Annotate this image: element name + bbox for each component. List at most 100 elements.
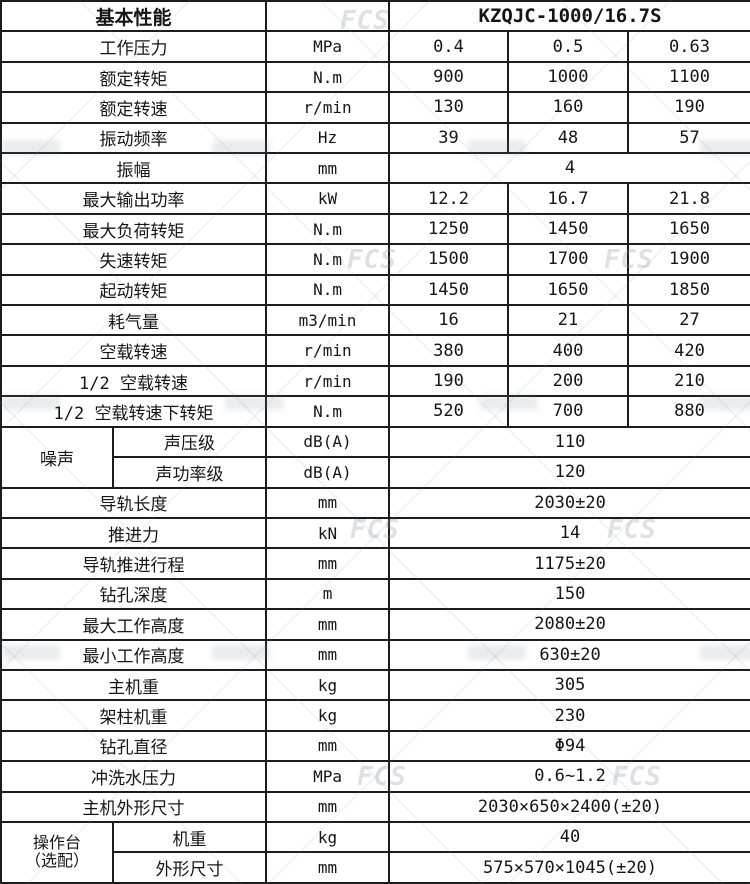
row-guide-rail-feed-stroke: 导轨推进行程 mm 1175±20 xyxy=(0,547,750,580)
row-no-load-speed: 空载转速 r/min 380 400 420 xyxy=(0,334,750,367)
row-label: 空载转速 xyxy=(0,334,268,367)
row-unit: dB(A) xyxy=(265,425,391,459)
console-group-label: 操作台 （选配） xyxy=(0,820,114,884)
row-label: 架柱机重 xyxy=(0,699,268,732)
row-label: 主机重 xyxy=(0,668,268,702)
row-noise-sound-power: 声功率级 dB(A) 120 xyxy=(1,456,750,489)
row-value: 700 xyxy=(507,395,630,428)
row-unit: kN xyxy=(265,516,391,550)
row-stall-torque: 失速转矩 N.m 1500 1700 1900 xyxy=(0,243,750,276)
row-value: 1450 xyxy=(388,273,510,307)
row-label: 工作压力 xyxy=(0,30,268,63)
row-amplitude: 振幅 mm 4 xyxy=(0,152,750,185)
row-max-load-torque: 最大负荷转矩 N.m 1250 1450 1650 xyxy=(0,212,750,246)
row-label: 最大工作高度 xyxy=(0,608,268,641)
row-value: 190 xyxy=(388,364,510,398)
row-label: 1/2 空载转速 xyxy=(0,364,268,398)
model-number: KZQJC-1000/16.7S xyxy=(388,0,750,33)
row-value: 120 xyxy=(388,456,750,489)
row-label: 振动频率 xyxy=(0,121,268,155)
row-sublabel: 声压级 xyxy=(111,425,268,459)
row-torque-at-half-no-load-speed: 1/2 空载转速下转矩 N.m 520 700 880 xyxy=(0,395,750,428)
row-unit: Hz xyxy=(265,121,391,155)
row-value: 0.5 xyxy=(507,30,630,63)
row-value: 16 xyxy=(388,304,510,337)
row-vibration-frequency: 振动频率 Hz 39 48 57 xyxy=(0,121,750,155)
header-unit-cell xyxy=(265,0,391,33)
row-main-machine-dimensions: 主机外形尺寸 mm 2030×650×2400(±20) xyxy=(0,790,750,823)
row-main-machine-weight: 主机重 kg 305 xyxy=(0,668,750,702)
row-max-output-power: 最大输出功率 kW 12.2 16.7 21.8 xyxy=(0,182,750,215)
row-value: 150 xyxy=(388,577,750,611)
row-label: 耗气量 xyxy=(0,304,268,337)
row-unit: N.m xyxy=(265,243,391,276)
row-value: 1700 xyxy=(507,243,630,276)
row-unit: dB(A) xyxy=(265,456,391,489)
row-label: 起动转矩 xyxy=(0,273,268,307)
row-sublabel: 机重 xyxy=(111,820,268,854)
row-value: 21.8 xyxy=(627,182,750,215)
row-value: 110 xyxy=(388,425,750,459)
row-starting-torque: 起动转矩 N.m 1450 1650 1850 xyxy=(0,273,750,307)
row-rated-torque: 额定转矩 N.m 900 1000 1100 xyxy=(0,60,750,94)
row-unit: r/min xyxy=(265,364,391,398)
row-guide-rail-length: 导轨长度 mm 2030±20 xyxy=(0,486,750,519)
row-value: 40 xyxy=(388,820,750,854)
row-console-dimensions: 外形尺寸 mm 575×570×1045(±20) xyxy=(1,851,750,884)
row-value: 1650 xyxy=(627,212,750,246)
row-value: 16.7 xyxy=(507,182,630,215)
row-unit: r/min xyxy=(265,91,391,124)
row-label: 推进力 xyxy=(0,516,268,550)
row-label: 导轨推进行程 xyxy=(0,547,268,580)
row-label: 最大输出功率 xyxy=(0,182,268,215)
row-value: 190 xyxy=(627,91,750,124)
row-value: 630±20 xyxy=(388,638,750,671)
row-value: 575×570×1045(±20) xyxy=(388,851,750,884)
row-unit: mm xyxy=(265,729,391,763)
row-unit: m xyxy=(265,577,391,611)
row-unit: mm xyxy=(265,851,391,884)
row-value: 27 xyxy=(627,304,750,337)
row-unit: mm xyxy=(265,608,391,641)
row-value: 200 xyxy=(507,364,630,398)
row-noise-sound-pressure: 噪声 声压级 dB(A) 110 xyxy=(0,425,750,489)
row-value: 160 xyxy=(507,91,630,124)
row-value: 1850 xyxy=(627,273,750,307)
row-column-frame-weight: 架柱机重 kg 230 xyxy=(0,699,750,732)
row-label: 主机外形尺寸 xyxy=(0,790,268,823)
row-label: 导轨长度 xyxy=(0,486,268,519)
row-value: 380 xyxy=(388,334,510,367)
row-value: 1000 xyxy=(507,60,630,94)
row-label: 钻孔直径 xyxy=(0,729,268,763)
row-unit: MPa xyxy=(265,760,391,793)
row-value: 880 xyxy=(627,395,750,428)
row-value: 230 xyxy=(388,699,750,732)
row-value: 0.63 xyxy=(627,30,750,63)
row-label: 冲洗水压力 xyxy=(0,760,268,793)
row-unit: mm xyxy=(265,486,391,519)
row-value: 400 xyxy=(507,334,630,367)
row-value: 1175±20 xyxy=(388,547,750,580)
row-unit: mm xyxy=(265,547,391,580)
row-value: 48 xyxy=(507,121,630,155)
row-label: 最小工作高度 xyxy=(0,638,268,671)
row-air-consumption: 耗气量 m3/min 16 21 27 xyxy=(0,304,750,337)
row-label: 钻孔深度 xyxy=(0,577,268,611)
row-half-no-load-speed: 1/2 空载转速 r/min 190 200 210 xyxy=(0,364,750,398)
row-value: 520 xyxy=(388,395,510,428)
row-thrust-force: 推进力 kN 14 xyxy=(0,516,750,550)
row-value: 1500 xyxy=(388,243,510,276)
row-value: 57 xyxy=(627,121,750,155)
row-unit: N.m xyxy=(265,60,391,94)
row-value: 4 xyxy=(388,152,750,185)
row-unit: r/min xyxy=(265,334,391,367)
row-value: Φ94 xyxy=(388,729,750,763)
row-min-working-height: 最小工作高度 mm 630±20 xyxy=(0,638,750,671)
row-value: 1650 xyxy=(507,273,630,307)
row-value: 14 xyxy=(388,516,750,550)
row-value: 39 xyxy=(388,121,510,155)
row-unit: kg xyxy=(265,699,391,732)
row-unit: m3/min xyxy=(265,304,391,337)
row-value: 2080±20 xyxy=(388,608,750,641)
